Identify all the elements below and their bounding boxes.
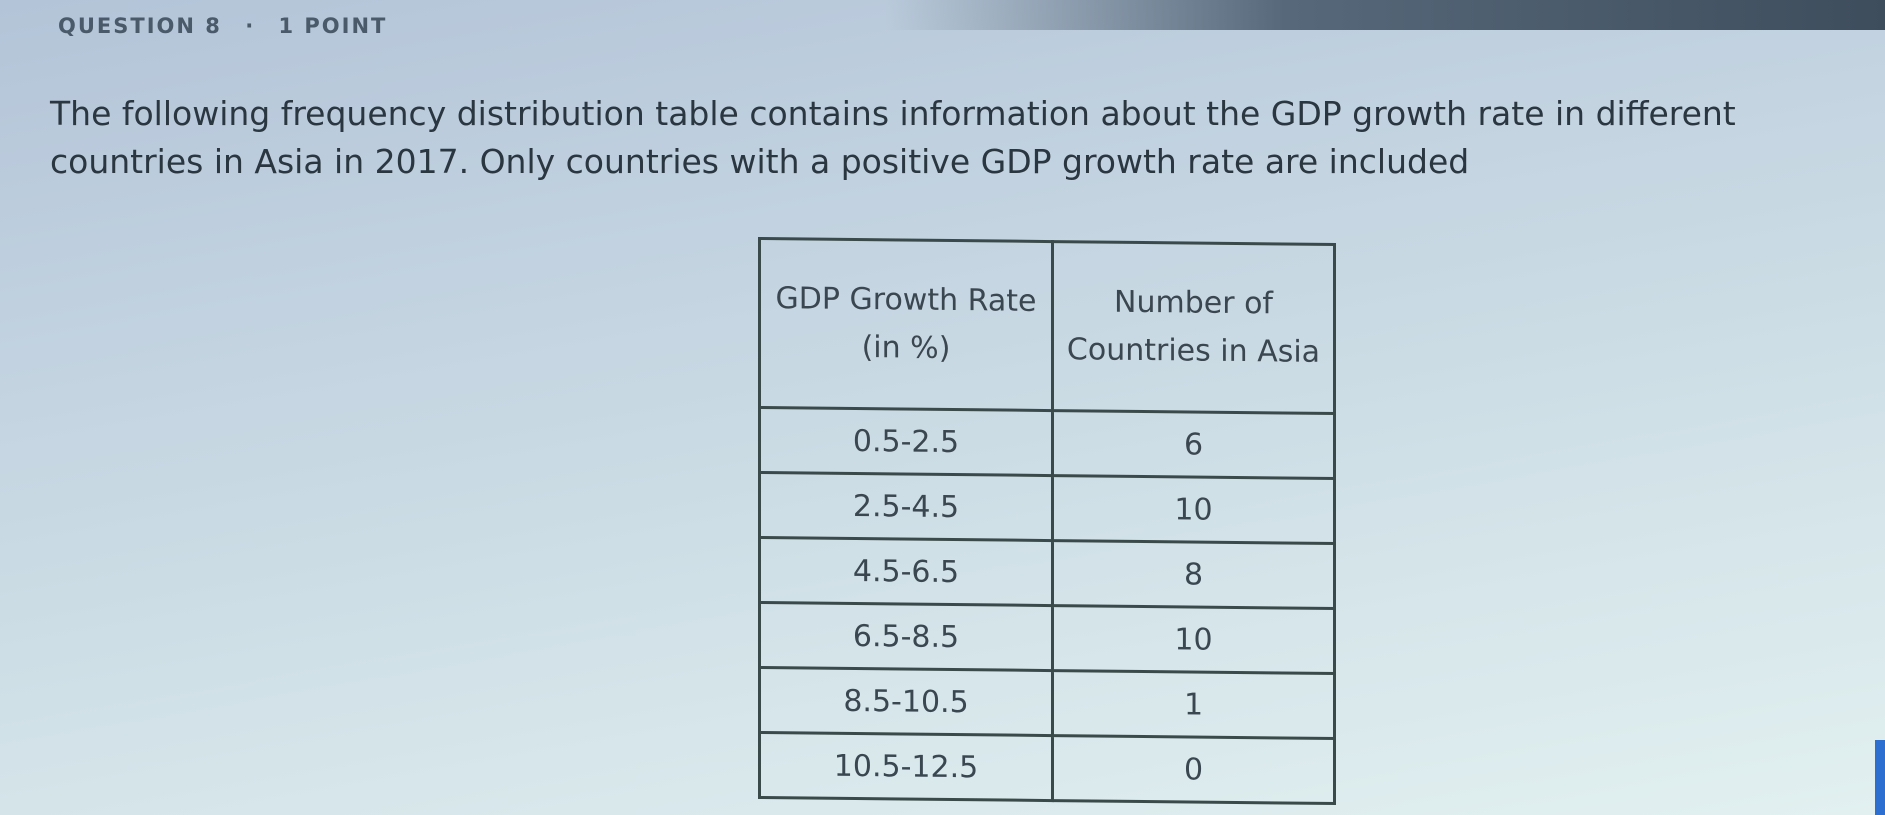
growth-rate-cell: 10.5-12.5 [759,732,1053,801]
table-header-row: GDP Growth Rate (in %) Number of Countri… [759,238,1335,414]
question-number: QUESTION 8 [58,14,222,38]
question-header: QUESTION 8 · 1 POINT [58,14,387,38]
header-number-countries: Number of Countries in Asia [1052,241,1335,414]
country-count-cell: 10 [1052,605,1335,674]
table-row: 4.5-6.5 8 [759,537,1335,609]
table-row: 8.5-10.5 1 [759,667,1335,739]
growth-rate-cell: 2.5-4.5 [759,472,1053,541]
growth-rate-cell: 6.5-8.5 [759,602,1053,671]
question-points: 1 POINT [278,14,388,38]
header-gdp-growth: GDP Growth Rate (in %) [759,238,1053,411]
growth-rate-cell: 0.5-2.5 [759,407,1053,476]
growth-rate-cell: 4.5-6.5 [759,537,1053,606]
country-count-cell: 6 [1052,410,1335,479]
screen-edge-element [1875,740,1885,815]
country-count-cell: 8 [1052,540,1335,609]
country-count-cell: 1 [1052,670,1335,739]
country-count-cell: 0 [1052,735,1335,804]
table-row: 2.5-4.5 10 [759,472,1335,544]
table-row: 10.5-12.5 0 [759,732,1335,804]
country-count-cell: 10 [1052,475,1335,544]
table-row: 6.5-8.5 10 [759,602,1335,674]
question-prompt: The following frequency distribution tab… [50,94,1736,181]
frequency-table: GDP Growth Rate (in %) Number of Countri… [758,237,1336,805]
growth-rate-cell: 8.5-10.5 [759,667,1053,736]
top-bar [885,0,1885,30]
table-row: 0.5-2.5 6 [759,407,1335,479]
separator: · [245,14,256,38]
